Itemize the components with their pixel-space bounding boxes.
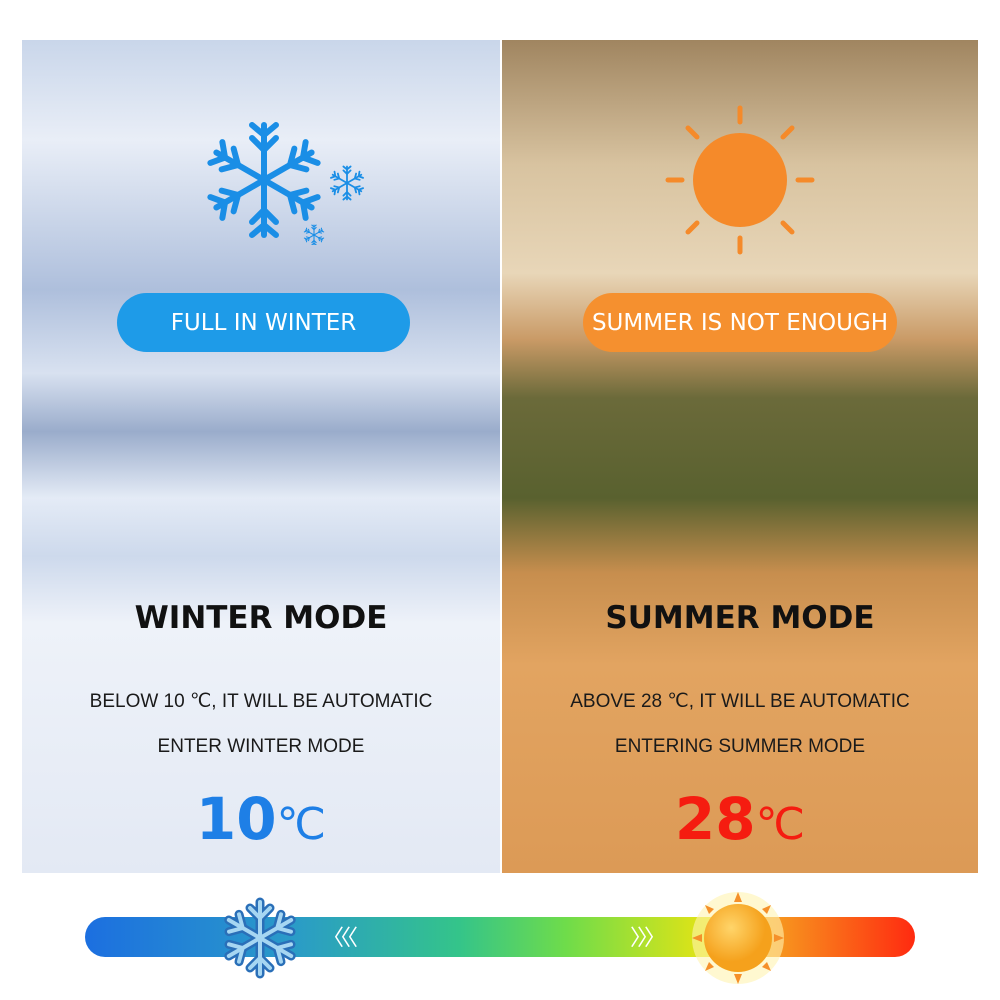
winter-temp-unit: ℃	[276, 799, 327, 850]
temperature-scale-bar	[85, 917, 915, 957]
summer-temp-value: 28	[674, 785, 756, 853]
summer-temperature: 28℃	[502, 785, 978, 853]
summer-desc-line1: ABOVE 28 ℃, IT WILL BE AUTOMATIC	[570, 691, 910, 712]
snowflake-icon	[202, 122, 364, 245]
right-arrows-icon: 〉〉〉	[630, 926, 666, 951]
summer-desc-line2: ENTERING SUMMER MODE	[614, 736, 866, 757]
winter-temp-value: 10	[195, 785, 277, 853]
scale-snowflake-icon	[215, 897, 305, 980]
winter-mode-title: WINTER MODE	[134, 600, 388, 636]
winter-badge: FULL IN WINTER	[117, 293, 410, 352]
scale-sun-icon	[692, 892, 784, 984]
sun-icon	[665, 105, 815, 255]
summer-badge: SUMMER IS NOT ENOUGH	[583, 293, 897, 352]
summer-temp-unit: ℃	[755, 799, 806, 850]
winter-desc-line2: ENTER WINTER MODE	[157, 736, 365, 757]
winter-desc-line1: BELOW 10 ℃, IT WILL BE AUTOMATIC	[89, 691, 433, 712]
summer-panel: SUMMER IS NOT ENOUGH SUMMER MODE ABOVE 2…	[502, 40, 978, 873]
winter-temperature: 10℃	[22, 785, 500, 853]
summer-mode-title: SUMMER MODE	[605, 600, 875, 636]
left-arrows-icon: 〈〈〈	[322, 926, 358, 951]
winter-panel: FULL IN WINTER WINTER MODE BELOW 10 ℃, I…	[22, 40, 500, 873]
